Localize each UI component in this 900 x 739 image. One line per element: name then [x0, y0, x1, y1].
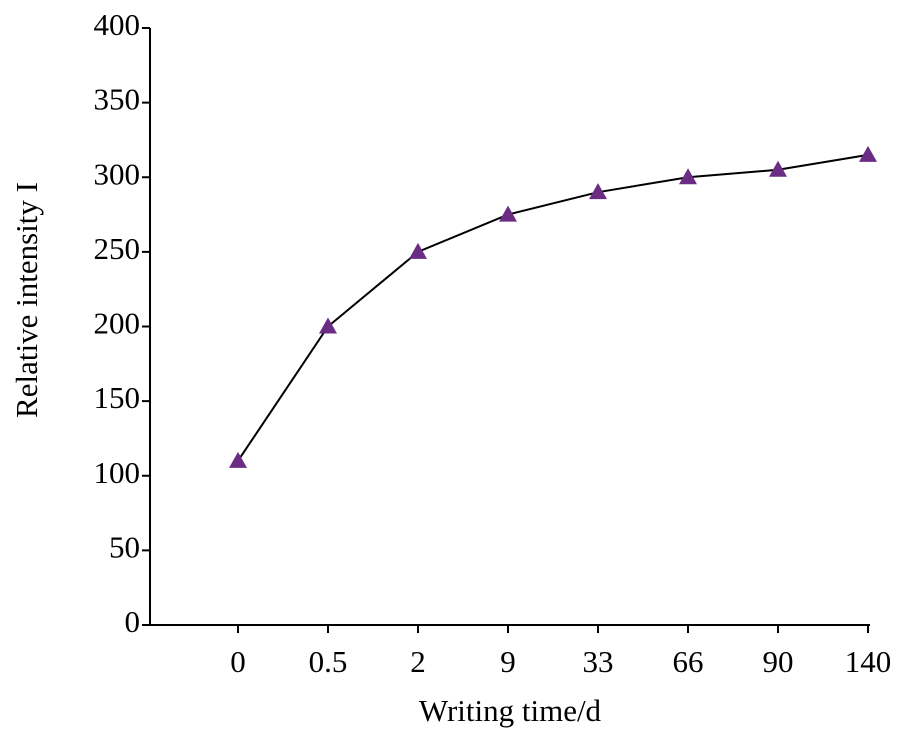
marker [589, 183, 607, 200]
marker [499, 205, 517, 222]
marker [679, 168, 697, 185]
y-tick-label: 150 [94, 380, 141, 415]
marker [409, 242, 427, 259]
y-tick-label: 200 [94, 306, 141, 341]
line [237, 153, 869, 462]
x-tick-label: 2 [410, 644, 426, 679]
marker [229, 451, 247, 468]
x-tick-label: 90 [763, 644, 794, 679]
y-tick-label: 250 [94, 231, 141, 266]
y-tick-label: 300 [94, 156, 141, 191]
y-tick-label: 50 [109, 529, 140, 564]
y-tick-label: 350 [94, 82, 141, 117]
marker [769, 160, 787, 177]
marker [319, 317, 337, 334]
marker [859, 145, 877, 162]
x-tick-label: 9 [500, 644, 516, 679]
x-tick-label: 33 [583, 644, 614, 679]
x-tick-label: 0.5 [309, 644, 348, 679]
x-tick-label: 140 [845, 644, 892, 679]
y-axis-label: Relative intensity I [9, 182, 44, 418]
x-tick-label: 0 [230, 644, 246, 679]
y-tick-label: 0 [125, 604, 141, 639]
x-tick-label: 66 [673, 644, 704, 679]
y-tick-label: 100 [94, 455, 141, 490]
x-axis-label: Writing time/d [419, 693, 602, 728]
y-tick-label: 400 [94, 7, 141, 42]
